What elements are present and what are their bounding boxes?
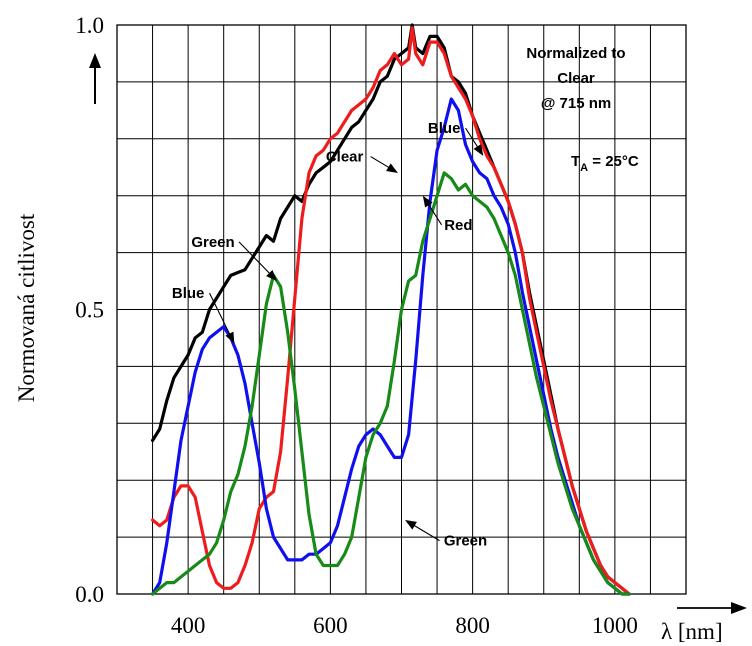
y-tick-label: 0.5 [75, 298, 104, 323]
annotation-temperature-value: = 25°C [588, 153, 639, 170]
series-label-text: Blue [428, 120, 461, 137]
series-label-green: Green [191, 234, 278, 282]
x-tick-labels: 400 600 800 1000 [171, 613, 638, 638]
series-label-blue: Blue [428, 120, 484, 156]
series-label-pointer [238, 241, 272, 275]
annotation-normalized-line2: Clear [557, 70, 595, 87]
y-tick-labels: 0.0 0.5 1.0 [75, 13, 104, 607]
series-label-text: Red [444, 217, 472, 234]
x-axis-label: λ [nm] [661, 619, 723, 644]
y-axis-arrow [89, 53, 101, 104]
series-green-line [151, 171, 631, 596]
series-label-text: Clear [326, 149, 364, 166]
series-label-clear: Clear [326, 149, 398, 173]
series-label-arrowhead [386, 163, 398, 173]
series-label-pointer [209, 292, 231, 336]
annotation-normalized-line1: Normalized to [526, 45, 625, 62]
series-label-red: Red [422, 195, 473, 234]
series-label-green: Green [405, 520, 487, 550]
y-tick-label: 0.0 [75, 582, 104, 607]
series-label-text: Green [444, 533, 487, 550]
series-label-blue: Blue [172, 285, 235, 344]
plot-frame [116, 24, 687, 595]
annotation-temperature: TA = 25°C [571, 153, 639, 174]
x-tick-label: 600 [313, 613, 348, 638]
series-label-arrowhead [266, 269, 278, 282]
x-axis-arrow-head [731, 602, 747, 614]
y-tick-label: 1.0 [75, 13, 104, 38]
series-label-pointer [427, 202, 443, 226]
annotation-temperature-symbol: T [571, 153, 580, 170]
series-label-arrowhead [405, 520, 417, 530]
series-label-text: Green [191, 234, 234, 251]
series-label-pointer [465, 127, 479, 149]
annotation-normalized-line3: @ 715 nm [541, 95, 612, 112]
series-label-arrowhead [225, 331, 235, 344]
x-tick-label: 800 [455, 613, 490, 638]
annotation-temperature-subscript: A [580, 162, 588, 174]
series-label-text: Blue [172, 285, 205, 302]
series-label-pointer [412, 524, 440, 542]
y-axis-label: Normovaná citlivost [14, 213, 39, 402]
x-axis-arrow [677, 602, 747, 614]
y-axis-arrow-head [89, 53, 101, 68]
x-tick-label: 1000 [592, 613, 638, 638]
series-label-arrowhead [422, 195, 433, 208]
x-tick-label: 400 [171, 613, 206, 638]
series-labels: Clear Red Blue Green Blue Green [172, 120, 487, 550]
series-red-line [151, 26, 631, 596]
series-label-pointer [370, 156, 391, 169]
grid [117, 25, 686, 594]
series-label-arrowhead [473, 144, 484, 156]
